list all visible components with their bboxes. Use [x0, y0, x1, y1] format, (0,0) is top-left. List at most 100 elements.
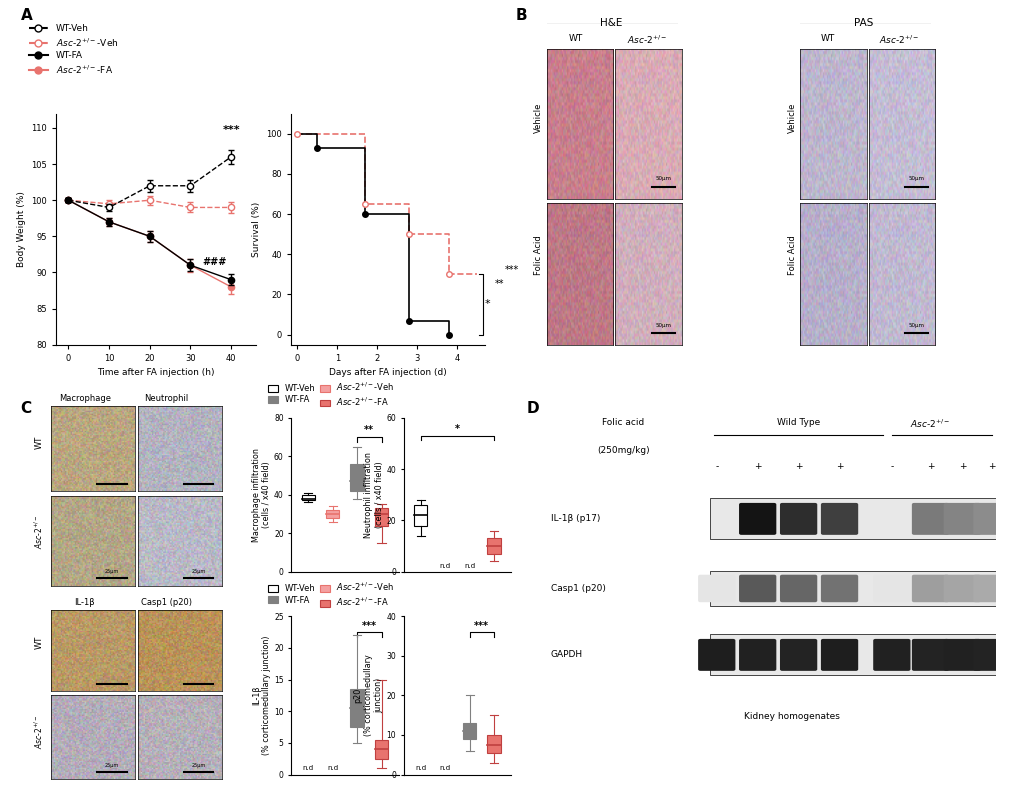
Text: **: ** — [364, 426, 374, 436]
Bar — [710, 498, 996, 539]
Text: n.d: n.d — [303, 766, 314, 771]
Text: Kidney homogenates: Kidney homogenates — [744, 712, 840, 721]
Text: D: D — [526, 401, 539, 416]
Bar — [487, 539, 501, 554]
Text: $Asc$-$2^{+/-}$: $Asc$-$2^{+/-}$ — [626, 34, 667, 46]
Text: $Asc$-$2^{+/-}$: $Asc$-$2^{+/-}$ — [33, 714, 45, 749]
FancyBboxPatch shape — [780, 639, 818, 671]
FancyBboxPatch shape — [873, 639, 911, 671]
FancyBboxPatch shape — [943, 503, 981, 534]
FancyBboxPatch shape — [973, 575, 1011, 603]
Text: ###: ### — [202, 256, 227, 267]
Text: +: + — [959, 462, 966, 471]
Text: n.d: n.d — [415, 766, 426, 771]
Bar — [710, 634, 996, 676]
Text: n.d: n.d — [439, 766, 451, 771]
Text: GAPDH: GAPDH — [551, 650, 583, 659]
Text: IL-1β: IL-1β — [75, 598, 95, 607]
FancyBboxPatch shape — [912, 575, 949, 603]
Text: IL-1β (p17): IL-1β (p17) — [551, 514, 600, 523]
Text: +: + — [836, 462, 843, 471]
FancyBboxPatch shape — [973, 503, 1011, 534]
Y-axis label: p20
(% corticomedullary
junction): p20 (% corticomedullary junction) — [354, 654, 383, 736]
FancyBboxPatch shape — [943, 639, 981, 671]
Text: Neutrophil: Neutrophil — [144, 394, 189, 403]
Text: Wild Type: Wild Type — [777, 418, 821, 427]
Y-axis label: Body Weight (%): Body Weight (%) — [17, 191, 26, 267]
Text: +: + — [795, 462, 802, 471]
Text: +: + — [988, 462, 995, 471]
Text: *: * — [455, 424, 460, 434]
Text: $Asc$-$2^{+/-}$: $Asc$-$2^{+/-}$ — [879, 34, 920, 46]
Text: WT: WT — [568, 34, 583, 43]
Text: **: ** — [495, 279, 504, 290]
Y-axis label: IL-1β
(% corticomedullary junction): IL-1β (% corticomedullary junction) — [251, 636, 271, 755]
Bar — [351, 464, 364, 491]
Legend: WT-Veh, WT-FA, $Asc$-$2^{+/-}$-Veh, $Asc$-$2^{+/-}$-FA: WT-Veh, WT-FA, $Asc$-$2^{+/-}$-Veh, $Asc… — [265, 577, 399, 611]
Text: H&E: H&E — [600, 18, 622, 28]
Text: 25μm: 25μm — [191, 762, 205, 768]
Text: Folic acid: Folic acid — [602, 418, 645, 427]
Text: +: + — [754, 462, 761, 471]
Text: C: C — [20, 401, 32, 416]
FancyBboxPatch shape — [912, 503, 949, 534]
FancyBboxPatch shape — [780, 575, 818, 603]
Text: Casp1 (p20): Casp1 (p20) — [141, 598, 192, 607]
Text: *: * — [484, 299, 490, 310]
FancyBboxPatch shape — [973, 639, 1011, 671]
Text: Vehicle: Vehicle — [535, 102, 543, 133]
Text: Vehicle: Vehicle — [788, 102, 796, 133]
Text: WT: WT — [821, 34, 835, 43]
Text: ***: *** — [222, 125, 240, 135]
Text: Folic Acid: Folic Acid — [535, 235, 543, 276]
FancyBboxPatch shape — [739, 575, 777, 603]
Bar — [414, 505, 427, 526]
Text: B: B — [516, 8, 527, 23]
FancyBboxPatch shape — [739, 503, 777, 534]
FancyBboxPatch shape — [821, 639, 858, 671]
Text: +: + — [927, 462, 934, 471]
FancyBboxPatch shape — [943, 575, 981, 603]
Bar — [710, 571, 996, 606]
Y-axis label: Neutrophil infiltration
(cells / x40 field): Neutrophil infiltration (cells / x40 fie… — [364, 452, 383, 538]
Y-axis label: Macrophage infiltration
(cells / x40 field): Macrophage infiltration (cells / x40 fie… — [251, 448, 271, 542]
Text: Macrophage: Macrophage — [59, 394, 110, 403]
FancyBboxPatch shape — [698, 639, 736, 671]
Text: PAS: PAS — [854, 18, 873, 28]
FancyBboxPatch shape — [912, 639, 949, 671]
Text: 25μm: 25μm — [104, 569, 119, 574]
X-axis label: Time after FA injection (h): Time after FA injection (h) — [97, 368, 215, 377]
Text: WT: WT — [35, 636, 43, 649]
Bar — [375, 508, 388, 526]
Text: 25μm: 25μm — [191, 569, 205, 574]
FancyBboxPatch shape — [821, 503, 858, 534]
FancyBboxPatch shape — [698, 575, 736, 603]
Text: A: A — [20, 8, 32, 23]
Bar — [487, 735, 501, 753]
Bar — [463, 723, 476, 739]
Text: ***: *** — [362, 620, 377, 631]
FancyBboxPatch shape — [873, 575, 911, 603]
Text: Casp1 (p20): Casp1 (p20) — [551, 584, 606, 593]
Text: n.d: n.d — [327, 766, 338, 771]
Text: 50μm: 50μm — [909, 323, 925, 328]
Text: $Asc$-$2^{+/-}$: $Asc$-$2^{+/-}$ — [911, 418, 950, 430]
Text: ***: *** — [474, 620, 490, 631]
Legend: WT-Veh, WT-FA, $Asc$-$2^{+/-}$-Veh, $Asc$-$2^{+/-}$-FA: WT-Veh, WT-FA, $Asc$-$2^{+/-}$-Veh, $Asc… — [265, 377, 399, 411]
Text: (250mg/kg): (250mg/kg) — [597, 446, 650, 455]
Text: -: - — [715, 462, 718, 471]
Text: 25μm: 25μm — [104, 762, 119, 768]
Text: ***: *** — [504, 265, 518, 275]
Text: 50μm: 50μm — [655, 323, 671, 328]
FancyBboxPatch shape — [739, 639, 777, 671]
Text: n.d: n.d — [439, 563, 451, 569]
Text: -: - — [890, 462, 893, 471]
Bar — [351, 689, 364, 727]
Bar — [375, 740, 388, 759]
X-axis label: Days after FA injection (d): Days after FA injection (d) — [329, 368, 448, 377]
FancyBboxPatch shape — [780, 503, 818, 534]
Text: n.d: n.d — [464, 563, 475, 569]
Legend: WT-Veh, $Asc$-$2^{+/-}$-Veh, WT-FA, $Asc$-$2^{+/-}$-FA: WT-Veh, $Asc$-$2^{+/-}$-Veh, WT-FA, $Asc… — [25, 21, 122, 79]
Bar — [301, 495, 315, 500]
Y-axis label: Survival (%): Survival (%) — [252, 201, 261, 257]
